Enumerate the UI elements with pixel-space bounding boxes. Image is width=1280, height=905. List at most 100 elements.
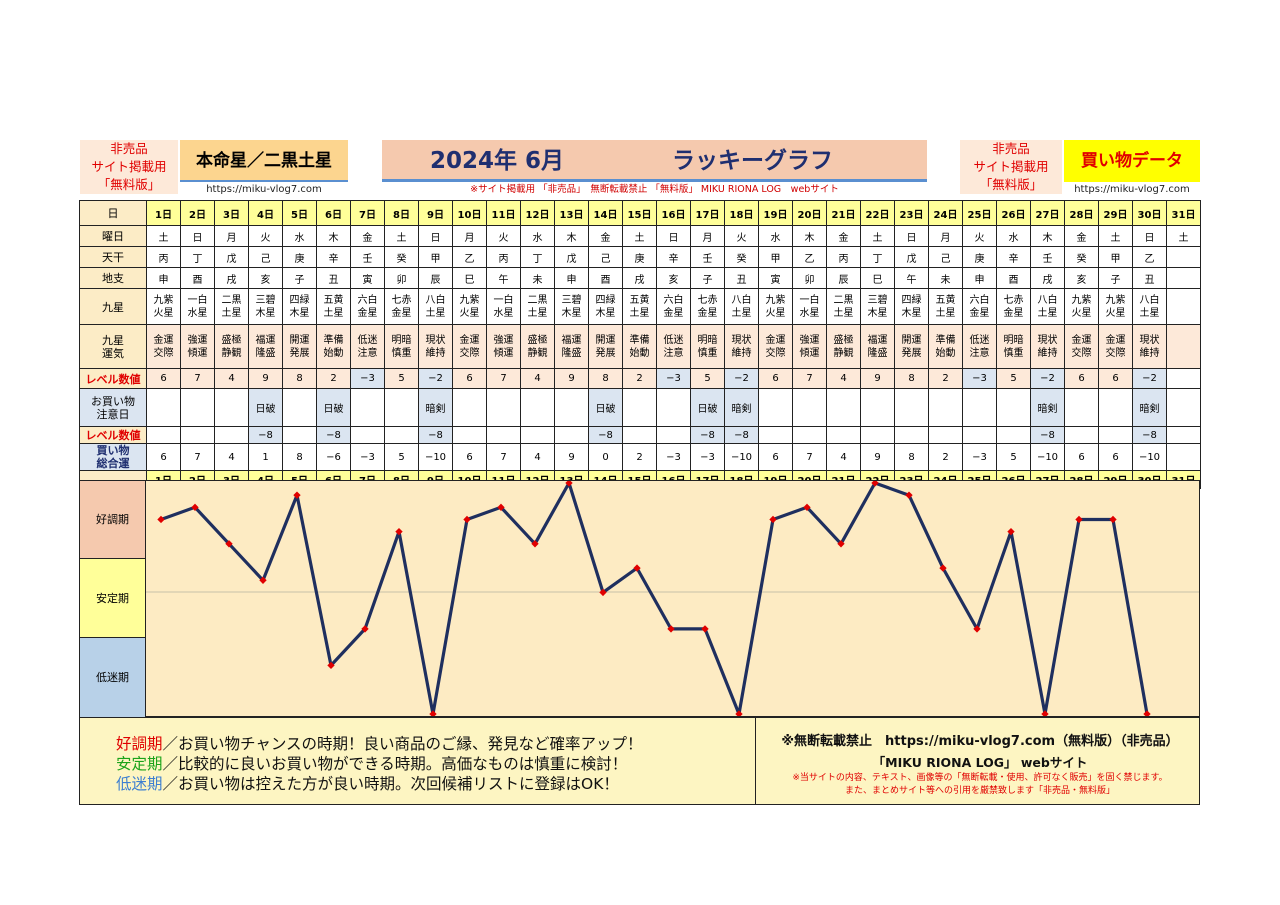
cell-kyusei: 八白 土星 [418,288,453,325]
legend-good: 好調期／お買い物チャンスの時期！良い商品のご縁、発見など確率アップ！ [116,734,643,755]
cell-caution [860,388,895,427]
cell-line: 三碧 [255,294,276,306]
cell-line: 木星 [561,307,582,319]
cell-unki: 金運 交際 [758,324,793,369]
chart-area: 好調期 安定期 低迷期 [79,480,1200,717]
legend-stable: 安定期／比較的に良いお買い物ができる時期。高価なものは慎重に検討！ [116,754,627,775]
cell-line: 静観 [833,347,854,359]
table-row-unki: 九星 運気 金運 交際 強運 傾運 盛極 静観 福運 隆盛 開運 発展 準備 始動 低迷 注意 明暗 慎重 現状 維持… [79,324,1201,369]
cell-level2 [962,426,997,444]
cell-kyusei: 六白 金星 [962,288,997,325]
cell-line: 水星 [799,307,820,319]
cell-caution [554,388,589,427]
table-row-caution: お買い物 注意日 日破 日破 暗剣 日破 日破 暗剣 暗剣 暗剣 [79,388,1201,427]
cell-line: 二黒 [833,294,854,306]
cell-unki: 福運 隆盛 [554,324,589,369]
cell-caution [520,388,555,427]
cell-caution [656,388,691,427]
cell-weekday: 土 [622,225,657,247]
cell-line: 交際 [153,347,174,359]
row-label-level: レベル数値 [79,368,147,389]
cell-line: 明暗 [1003,334,1024,346]
cell-line: 金星 [663,307,684,319]
cell-total: 6 [452,443,487,471]
cell-caution [1166,388,1201,427]
cell-level: 4 [520,368,555,389]
cell-line: 静観 [527,347,548,359]
cell-tenkan: 己 [588,246,623,268]
cell-tenkan: 甲 [418,246,453,268]
cell-kyusei: 五黄 土星 [928,288,963,325]
cell-weekday: 金 [588,225,623,247]
cell-kyusei: 九紫 火星 [758,288,793,325]
cell-line: 福運 [867,334,888,346]
cell-chishi: 戌 [622,267,657,289]
cell-chishi [1166,267,1201,289]
cell-level2: −8 [588,426,623,444]
cell-line: 開運 [289,334,310,346]
cell-level: −3 [962,368,997,389]
data-point [429,710,437,716]
cell-caution [1064,388,1099,427]
cell-weekday: 火 [248,225,283,247]
data-point [1109,515,1117,524]
left-notice-line: サイト掲載用 [91,159,167,174]
cell-level2 [894,426,929,444]
cell-line: 始動 [935,347,956,359]
cell-level: 6 [1098,368,1133,389]
cell-day: 2日 [180,200,215,226]
cell-line: 慎重 [1003,347,1024,359]
table-row-tenkan: 天干丙丁戊己庚辛壬癸甲乙丙丁戊己庚辛壬癸甲乙丙丁戊己庚辛壬癸甲乙 [79,246,1201,268]
cell-line: 木星 [595,307,616,319]
cell-weekday: 土 [1166,225,1201,247]
cell-level2 [656,426,691,444]
data-table: 日 1日 2日 3日 4日 5日 6日 7日 8日 9日 10日 11日 12日 13日 14日 15日 16日… [79,200,1201,489]
row-label-day: 日 [79,200,147,226]
cell-line: 金星 [697,307,718,319]
cell-total: −6 [316,443,351,471]
cell-total: 1 [248,443,283,471]
cell-line: 現状 [1037,334,1058,346]
cell-level2 [622,426,657,444]
cell-unki: 明暗 慎重 [996,324,1031,369]
band-good: 好調期 [80,481,146,559]
cell-line: 土星 [935,307,956,319]
cell-weekday: 日 [894,225,929,247]
cell-level: 6 [758,368,793,389]
cell-total: 8 [894,443,929,471]
band-stable: 安定期 [80,559,146,638]
cell-level2 [928,426,963,444]
cell-line: 注意 [969,347,990,359]
cell-kyusei: 七赤 金星 [996,288,1031,325]
cell-chishi: 申 [146,267,181,289]
cell-total: 5 [384,443,419,471]
cell-unki: 明暗 慎重 [384,324,419,369]
cell-level: 5 [996,368,1031,389]
cell-level: 6 [452,368,487,389]
cell-level2: −8 [248,426,283,444]
line-chart [146,481,1199,716]
cell-chishi: 丑 [1132,267,1167,289]
cell-weekday: 水 [520,225,555,247]
cell-line: 九紫 [1071,294,1092,306]
cell-unki: 現状 維持 [1030,324,1065,369]
cell-day: 11日 [486,200,521,226]
cell-caution [622,388,657,427]
cell-line: 福運 [255,334,276,346]
cell-unki: 準備 始動 [316,324,351,369]
right-notice: 非売品 サイト掲載用 「無料版」 [960,140,1062,194]
cell-line: 金星 [1003,307,1024,319]
table-row-day: 日 1日 2日 3日 4日 5日 6日 7日 8日 9日 10日 11日 12日 13日 14日 15日 16日… [79,200,1201,226]
cell-line: 盛極 [833,334,854,346]
cell-chishi: 午 [486,267,521,289]
cell-line: 水星 [187,307,208,319]
cell-line: 傾運 [187,347,208,359]
cell-line: 木星 [867,307,888,319]
cell-line: 発展 [595,347,616,359]
cell-day: 31日 [1166,200,1201,226]
cell-unki: 盛極 静観 [214,324,249,369]
cell-line: 土星 [1037,307,1058,319]
cell-line: 注意 [663,347,684,359]
cell-total: 4 [214,443,249,471]
cell-level2 [554,426,589,444]
